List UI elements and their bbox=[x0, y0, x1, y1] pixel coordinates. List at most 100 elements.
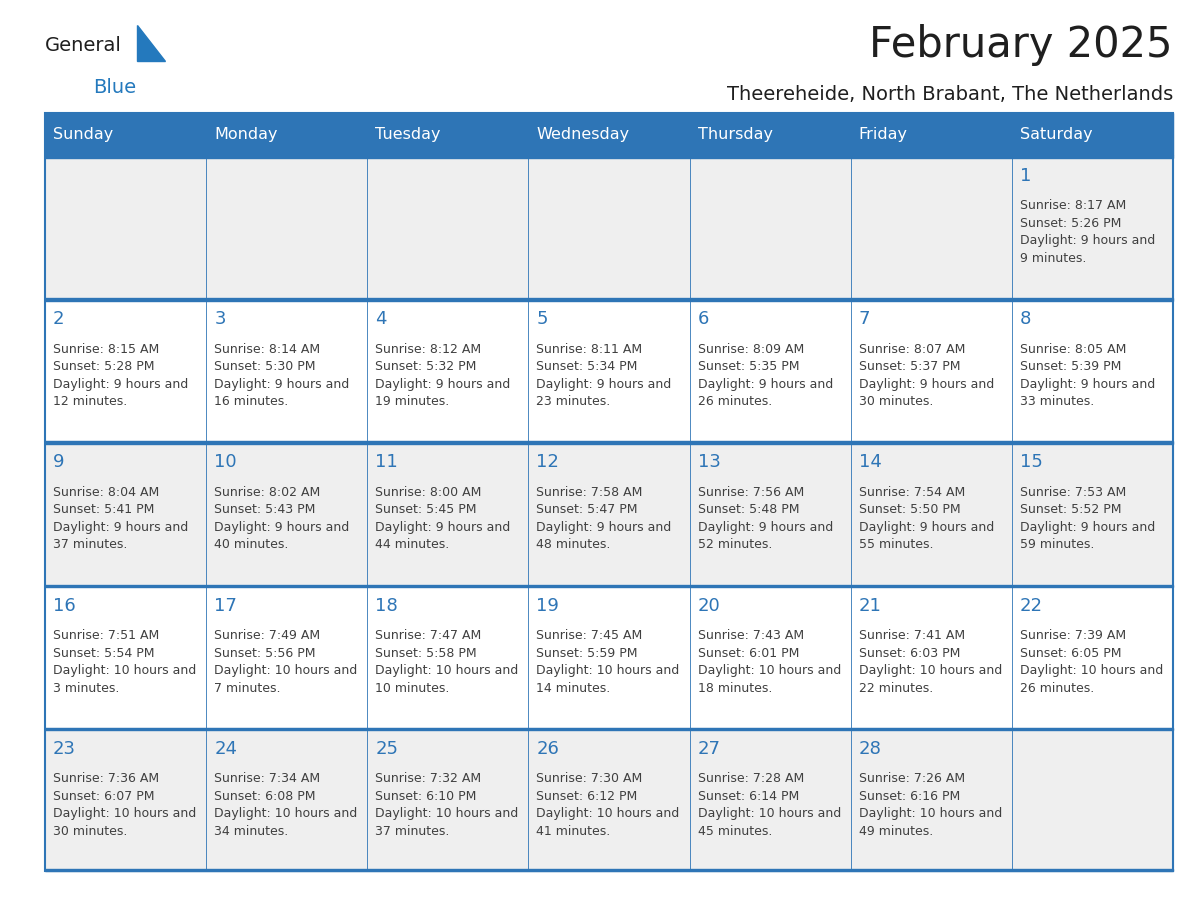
Text: 19 minutes.: 19 minutes. bbox=[375, 396, 449, 409]
Text: 37 minutes.: 37 minutes. bbox=[53, 538, 127, 552]
Text: Sunset: 5:35 PM: Sunset: 5:35 PM bbox=[697, 360, 800, 374]
Text: Daylight: 10 hours and: Daylight: 10 hours and bbox=[53, 664, 196, 677]
Text: Daylight: 10 hours and: Daylight: 10 hours and bbox=[537, 807, 680, 821]
Text: Sunset: 5:37 PM: Sunset: 5:37 PM bbox=[859, 360, 960, 374]
Bar bbox=[45, 442, 1173, 585]
Text: Sunset: 5:47 PM: Sunset: 5:47 PM bbox=[537, 503, 638, 517]
Text: 18: 18 bbox=[375, 597, 398, 614]
Text: Sunset: 6:14 PM: Sunset: 6:14 PM bbox=[697, 789, 798, 803]
Text: 20: 20 bbox=[697, 597, 720, 614]
Text: Daylight: 9 hours and: Daylight: 9 hours and bbox=[697, 521, 833, 534]
Text: 59 minutes.: 59 minutes. bbox=[1020, 538, 1094, 552]
Bar bbox=[45, 728, 1173, 731]
Text: 45 minutes.: 45 minutes. bbox=[697, 824, 772, 838]
Text: 11: 11 bbox=[375, 453, 398, 472]
Text: Sunset: 5:41 PM: Sunset: 5:41 PM bbox=[53, 503, 154, 517]
Text: Sunset: 5:59 PM: Sunset: 5:59 PM bbox=[537, 646, 638, 660]
Bar bbox=[45, 298, 1173, 442]
Text: Sunrise: 7:51 AM: Sunrise: 7:51 AM bbox=[53, 629, 159, 642]
Text: 21: 21 bbox=[859, 597, 881, 614]
Text: Tuesday: Tuesday bbox=[375, 127, 441, 141]
Text: 14 minutes.: 14 minutes. bbox=[537, 681, 611, 695]
Text: 6: 6 bbox=[697, 310, 709, 329]
Text: 5: 5 bbox=[537, 310, 548, 329]
Text: Sunrise: 7:49 AM: Sunrise: 7:49 AM bbox=[214, 629, 321, 642]
Text: Sunrise: 7:36 AM: Sunrise: 7:36 AM bbox=[53, 772, 159, 785]
Text: Daylight: 9 hours and: Daylight: 9 hours and bbox=[214, 521, 349, 534]
Bar bbox=[45, 155, 1173, 298]
Text: Sunrise: 8:14 AM: Sunrise: 8:14 AM bbox=[214, 342, 321, 355]
Text: Sunrise: 8:02 AM: Sunrise: 8:02 AM bbox=[214, 486, 321, 498]
Text: Sunset: 5:28 PM: Sunset: 5:28 PM bbox=[53, 360, 154, 374]
Text: Daylight: 9 hours and: Daylight: 9 hours and bbox=[1020, 377, 1155, 391]
Text: Sunset: 6:08 PM: Sunset: 6:08 PM bbox=[214, 789, 316, 803]
Text: Daylight: 9 hours and: Daylight: 9 hours and bbox=[1020, 234, 1155, 248]
Text: 24: 24 bbox=[214, 740, 238, 757]
Text: Sunrise: 8:04 AM: Sunrise: 8:04 AM bbox=[53, 486, 159, 498]
Text: Daylight: 10 hours and: Daylight: 10 hours and bbox=[697, 664, 841, 677]
Text: Daylight: 9 hours and: Daylight: 9 hours and bbox=[53, 377, 189, 391]
Bar bbox=[45, 113, 1173, 871]
Text: 17: 17 bbox=[214, 597, 238, 614]
Text: Theereheide, North Brabant, The Netherlands: Theereheide, North Brabant, The Netherla… bbox=[727, 85, 1173, 105]
Text: Sunrise: 7:56 AM: Sunrise: 7:56 AM bbox=[697, 486, 804, 498]
Text: Saturday: Saturday bbox=[1020, 127, 1093, 141]
Text: Sunrise: 8:05 AM: Sunrise: 8:05 AM bbox=[1020, 342, 1126, 355]
Text: Sunrise: 7:54 AM: Sunrise: 7:54 AM bbox=[859, 486, 965, 498]
Text: Sunset: 5:45 PM: Sunset: 5:45 PM bbox=[375, 503, 476, 517]
Text: 4: 4 bbox=[375, 310, 387, 329]
Text: 34 minutes.: 34 minutes. bbox=[214, 824, 289, 838]
Text: 52 minutes.: 52 minutes. bbox=[697, 538, 772, 552]
Text: 48 minutes.: 48 minutes. bbox=[537, 538, 611, 552]
Text: 37 minutes.: 37 minutes. bbox=[375, 824, 450, 838]
Text: Sunrise: 8:12 AM: Sunrise: 8:12 AM bbox=[375, 342, 481, 355]
Text: Sunrise: 7:34 AM: Sunrise: 7:34 AM bbox=[214, 772, 321, 785]
Text: Sunrise: 7:39 AM: Sunrise: 7:39 AM bbox=[1020, 629, 1126, 642]
Text: Daylight: 10 hours and: Daylight: 10 hours and bbox=[53, 807, 196, 821]
Text: Sunset: 6:12 PM: Sunset: 6:12 PM bbox=[537, 789, 638, 803]
Text: Blue: Blue bbox=[93, 79, 137, 97]
Text: 26 minutes.: 26 minutes. bbox=[697, 396, 772, 409]
Text: Sunrise: 7:41 AM: Sunrise: 7:41 AM bbox=[859, 629, 965, 642]
Text: Sunrise: 7:28 AM: Sunrise: 7:28 AM bbox=[697, 772, 804, 785]
Text: Daylight: 9 hours and: Daylight: 9 hours and bbox=[537, 521, 671, 534]
Bar bbox=[45, 113, 1173, 155]
Text: Sunrise: 8:17 AM: Sunrise: 8:17 AM bbox=[1020, 199, 1126, 212]
Text: 18 minutes.: 18 minutes. bbox=[697, 681, 772, 695]
Text: 15: 15 bbox=[1020, 453, 1043, 472]
Text: Sunset: 6:05 PM: Sunset: 6:05 PM bbox=[1020, 646, 1121, 660]
Text: Sunset: 6:03 PM: Sunset: 6:03 PM bbox=[859, 646, 960, 660]
Text: 30 minutes.: 30 minutes. bbox=[859, 396, 933, 409]
Text: Sunrise: 7:58 AM: Sunrise: 7:58 AM bbox=[537, 486, 643, 498]
Text: Sunrise: 7:45 AM: Sunrise: 7:45 AM bbox=[537, 629, 643, 642]
Bar bbox=[45, 868, 1173, 871]
Text: Sunrise: 8:07 AM: Sunrise: 8:07 AM bbox=[859, 342, 965, 355]
Text: Sunset: 5:54 PM: Sunset: 5:54 PM bbox=[53, 646, 154, 660]
Text: 26 minutes.: 26 minutes. bbox=[1020, 681, 1094, 695]
Text: Daylight: 9 hours and: Daylight: 9 hours and bbox=[1020, 521, 1155, 534]
Text: Daylight: 9 hours and: Daylight: 9 hours and bbox=[537, 377, 671, 391]
Bar bbox=[45, 728, 1173, 871]
Text: Sunrise: 8:00 AM: Sunrise: 8:00 AM bbox=[375, 486, 481, 498]
Text: General: General bbox=[45, 37, 122, 55]
Text: 41 minutes.: 41 minutes. bbox=[537, 824, 611, 838]
Text: Sunset: 5:32 PM: Sunset: 5:32 PM bbox=[375, 360, 476, 374]
Text: Sunrise: 7:30 AM: Sunrise: 7:30 AM bbox=[537, 772, 643, 785]
Text: 2: 2 bbox=[53, 310, 64, 329]
Text: Daylight: 10 hours and: Daylight: 10 hours and bbox=[859, 664, 1001, 677]
Text: 49 minutes.: 49 minutes. bbox=[859, 824, 933, 838]
Text: 33 minutes.: 33 minutes. bbox=[1020, 396, 1094, 409]
Text: 19: 19 bbox=[537, 597, 560, 614]
Text: Daylight: 10 hours and: Daylight: 10 hours and bbox=[214, 807, 358, 821]
Text: Daylight: 10 hours and: Daylight: 10 hours and bbox=[1020, 664, 1163, 677]
Text: Sunday: Sunday bbox=[53, 127, 113, 141]
Text: Daylight: 10 hours and: Daylight: 10 hours and bbox=[859, 807, 1001, 821]
Text: Daylight: 9 hours and: Daylight: 9 hours and bbox=[375, 377, 511, 391]
Text: 7: 7 bbox=[859, 310, 871, 329]
Text: 14: 14 bbox=[859, 453, 881, 472]
Bar bbox=[45, 298, 1173, 301]
Text: 44 minutes.: 44 minutes. bbox=[375, 538, 449, 552]
Text: Sunset: 5:39 PM: Sunset: 5:39 PM bbox=[1020, 360, 1121, 374]
Text: Sunrise: 7:26 AM: Sunrise: 7:26 AM bbox=[859, 772, 965, 785]
Bar bbox=[45, 155, 1173, 158]
